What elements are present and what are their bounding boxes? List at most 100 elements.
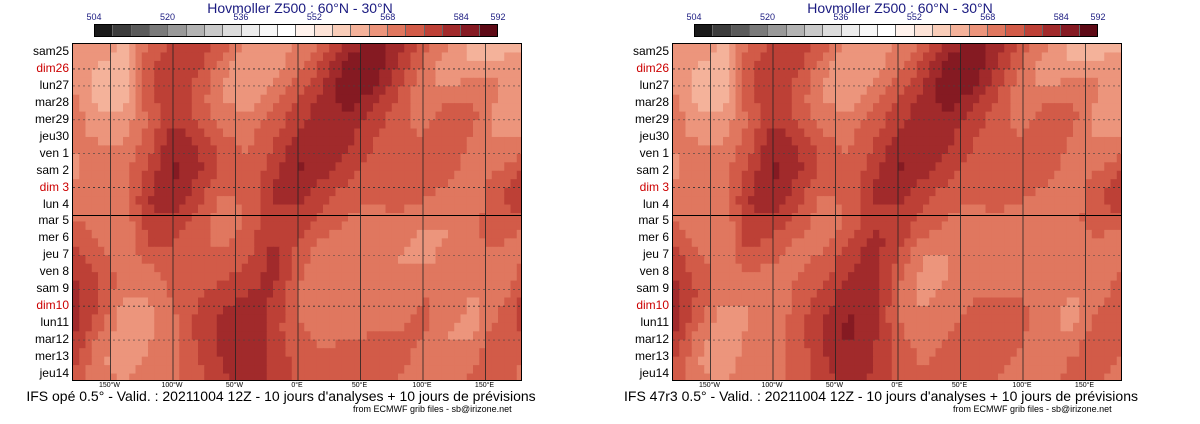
heatmap-cell [1010,153,1018,163]
heatmap-cell [123,246,130,256]
heatmap-cell [973,229,980,239]
heatmap-cell [491,60,499,70]
heatmap-cell [416,136,424,146]
heatmap-cell [204,331,212,341]
heatmap-cell [991,44,999,54]
heatmap-cell [854,145,862,155]
heatmap-cell [179,238,187,248]
heatmap-cell [685,103,693,113]
heatmap-cell [129,348,137,358]
heatmap-cell [298,297,305,307]
heatmap-cell [723,111,730,121]
heatmap-cell [79,136,87,146]
heatmap-cell [385,170,393,180]
heatmap-cell [866,255,874,265]
heatmap-cell [979,221,987,231]
heatmap-cell [1010,162,1018,172]
heatmap-cell [385,373,393,380]
heatmap-cell [860,272,868,282]
heatmap-cell [348,331,355,341]
heatmap-cell [141,136,149,146]
heatmap-cell [379,297,387,307]
heatmap-cell [960,246,968,256]
heatmap-cell [310,170,318,180]
heatmap-cell [385,213,393,223]
heatmap-cell [760,94,768,104]
heatmap-cell [998,229,1005,239]
heatmap-cell [441,60,449,70]
heatmap-cell [760,162,768,172]
heatmap-cell [323,187,330,197]
heatmap-cell [223,331,230,341]
heatmap-cell [435,120,443,130]
heatmap-cell [823,128,830,138]
heatmap-cell [329,339,337,349]
heatmap-cell [510,289,518,299]
heatmap-cell [223,103,230,113]
heatmap-cell [423,365,430,375]
heatmap-cell [173,77,180,87]
heatmap-cell [210,52,218,62]
heatmap-cell [410,94,418,104]
heatmap-cell [985,179,993,189]
heatmap-cell [354,297,362,307]
heatmap-cell [779,187,787,197]
heatmap-cell [948,263,955,273]
heatmap-cell [366,280,374,290]
heatmap-cell [491,373,499,380]
heatmap-cell [854,204,862,214]
heatmap-cell [835,246,843,256]
heatmap-cell [504,196,512,206]
heatmap-cell [1066,238,1074,248]
heatmap-cell [291,52,299,62]
heatmap-cell [166,305,174,315]
heatmap-cell [141,128,149,138]
heatmap-cell [379,289,387,299]
heatmap-cell [798,128,805,138]
heatmap-cell [1023,238,1030,248]
heatmap-cell [248,297,255,307]
heatmap-cell [998,170,1005,180]
heatmap-cell [1116,170,1121,180]
heatmap-cell [860,44,868,54]
heatmap-cell [179,120,187,130]
heatmap-cell [510,213,518,223]
heatmap-cell [1004,263,1012,273]
colorbar-swatch [859,25,879,36]
colorbar-swatch [223,25,242,36]
heatmap-cell [1054,60,1062,70]
heatmap-cell [898,255,905,265]
heatmap-cell [335,187,343,197]
heatmap-cell [460,263,468,273]
heatmap-cell [698,120,705,130]
heatmap-cell [891,263,899,273]
heatmap-cell [154,365,162,375]
heatmap-cell [766,229,774,239]
heatmap-cell [391,348,399,358]
heatmap-cell [148,280,155,290]
heatmap-cell [304,196,312,206]
heatmap-cell [185,246,193,256]
heatmap-cell [435,348,443,358]
heatmap-cell [416,305,424,315]
heatmap-cell [98,213,105,223]
heatmap-cell [460,314,468,324]
heatmap-cell [191,289,199,299]
heatmap-cell [329,238,337,248]
heatmap-cell [73,297,80,307]
heatmap-cell [98,289,105,299]
heatmap-cell [429,196,437,206]
heatmap-cell [416,221,424,231]
heatmap-cell [1073,145,1080,155]
heatmap-cell [1091,120,1099,130]
heatmap-cell [335,348,343,358]
heatmap-cell [323,373,330,380]
heatmap-cell [1048,153,1055,163]
heatmap-cell [141,153,149,163]
heatmap-cell [954,111,962,121]
heatmap-cell [410,238,418,248]
heatmap-cell [85,339,93,349]
heatmap-cell [910,120,918,130]
heatmap-cell [416,44,424,54]
heatmap-cell [485,44,493,54]
